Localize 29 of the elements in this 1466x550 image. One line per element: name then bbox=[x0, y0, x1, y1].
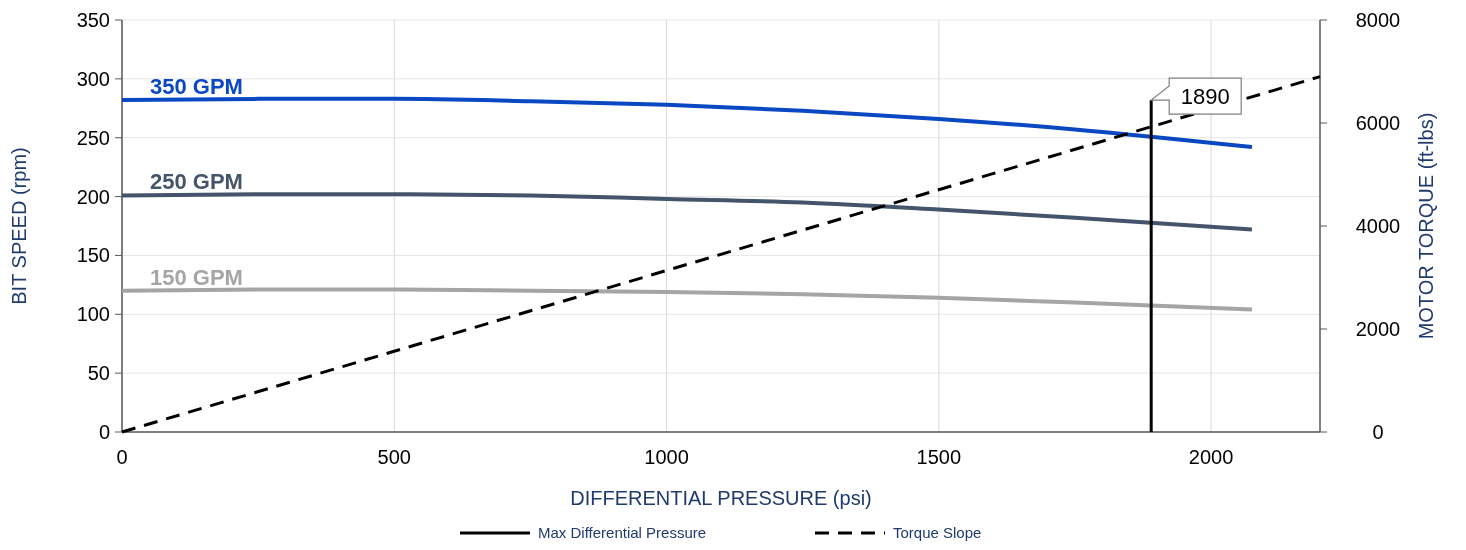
annotation: 1890 bbox=[1180, 83, 1230, 109]
legend-label: Torque Slope bbox=[893, 524, 982, 541]
y-tick-label: 200 bbox=[76, 185, 110, 208]
y-tick-label: 100 bbox=[76, 303, 110, 326]
y2-tick-label: 4000 bbox=[1355, 215, 1401, 237]
series-label: 150 GPM bbox=[150, 264, 243, 290]
y-tick-label: 0 bbox=[98, 421, 110, 443]
y-tick-label: 350 bbox=[76, 9, 110, 31]
y2-tick-label: 0 bbox=[1372, 421, 1384, 443]
x-tick-label: 2000 bbox=[1188, 446, 1234, 468]
legend-label: Max Differential Pressure bbox=[538, 524, 707, 541]
y-tick-label: 250 bbox=[76, 126, 110, 149]
y2-tick-label: 6000 bbox=[1355, 112, 1401, 134]
line-series bbox=[120, 192, 1254, 232]
y-tick-label: 50 bbox=[87, 362, 110, 385]
y2-axis-title: MOTOR TORQUE (ft-lbs) bbox=[1415, 112, 1437, 340]
y-tick-label: 300 bbox=[76, 67, 110, 90]
line-series bbox=[120, 287, 1254, 312]
series-label: 350 GPM bbox=[150, 74, 243, 100]
y-tick-label: 150 bbox=[76, 244, 110, 267]
x-tick-label: 1000 bbox=[644, 446, 689, 468]
x-tick-label: 500 bbox=[377, 446, 411, 468]
series-label: 250 GPM bbox=[150, 169, 243, 195]
x-tick-label: 0 bbox=[116, 446, 128, 468]
x-axis-title: DIFFERENTIAL PRESSURE (psi) bbox=[570, 487, 872, 509]
y2-tick-label: 2000 bbox=[1355, 318, 1401, 340]
y2-tick-label: 8000 bbox=[1355, 9, 1401, 31]
y-axis-title: BIT SPEED (rpm) bbox=[8, 147, 30, 305]
x-tick-label: 1500 bbox=[916, 446, 962, 468]
